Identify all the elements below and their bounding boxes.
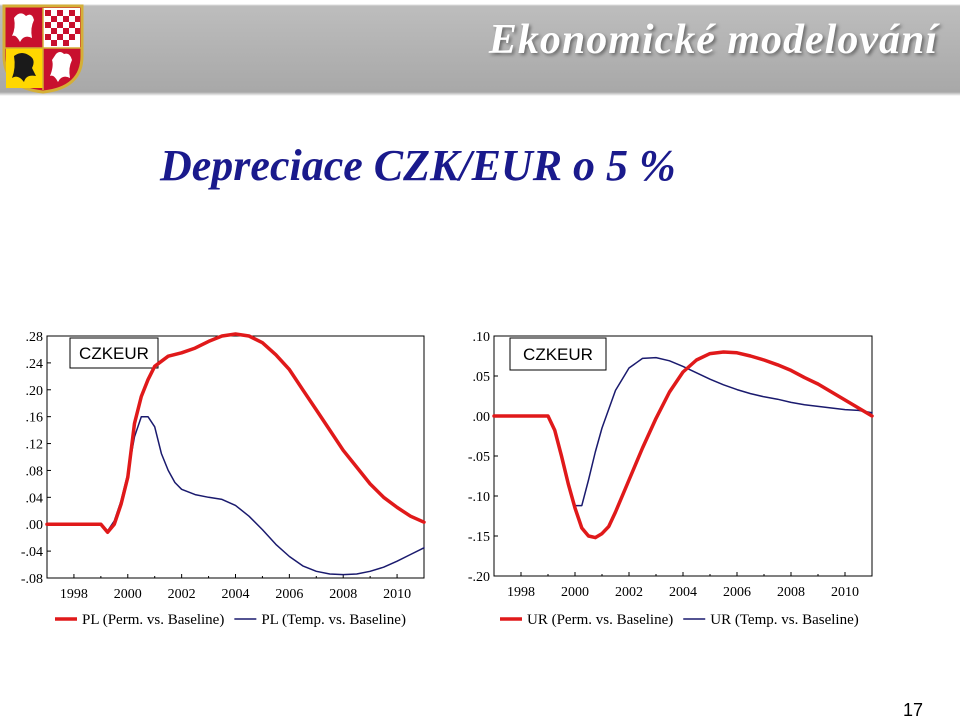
series-line-perm [45, 332, 426, 535]
legend-label: PL (Temp. vs. Baseline) [261, 612, 406, 628]
x-tick-label: 2002 [615, 585, 643, 600]
series-line-temp [46, 415, 425, 576]
chart-title: CZKEUR [79, 344, 149, 363]
x-tick-label: 2006 [275, 587, 303, 602]
series-line-perm [492, 350, 874, 540]
chart-ur: .10 .05 .00 -.05 -.10 -.15 -.20 1998 2000 2002 200… [452, 326, 932, 636]
y-tick-label: .00 [473, 410, 491, 425]
header-bar: Ekonomické modelování [0, 0, 960, 96]
x-tick-label: 2010 [831, 585, 859, 600]
y-tick-label: .16 [26, 411, 44, 426]
y-tick-label: -.04 [21, 545, 43, 560]
czech-coat-of-arms-icon [2, 4, 84, 94]
x-tick-label: 2002 [168, 587, 196, 602]
y-tick-label: -.15 [468, 530, 490, 545]
plot-frame [46, 335, 425, 579]
y-tick-label: -.05 [468, 450, 490, 465]
x-tick-label: 2008 [329, 587, 357, 602]
y-tick-label: .08 [26, 464, 44, 479]
x-tick-label: 2004 [669, 585, 697, 600]
x-tick-label: 1998 [60, 587, 88, 602]
chart-title-box [509, 337, 607, 371]
y-tick-label: .00 [26, 518, 44, 533]
chart-svg: .28 .24 .20 .16 .12 .08 .04 .00 -.04 -.08 1998 2000… [21, 330, 426, 628]
page-number: 17 [902, 700, 923, 720]
series-line-temp [493, 356, 873, 507]
x-tick-label: 2004 [222, 587, 250, 602]
chart-pl: .28 .24 .20 .16 .12 .08 .04 .00 -.04 -.08 1998 2000… [0, 326, 480, 636]
x-tick-label: 2008 [777, 585, 805, 600]
y-tick-label: .24 [26, 357, 44, 372]
y-tick-label: -.10 [468, 490, 490, 505]
legend-label: UR (Perm. vs. Baseline) [527, 612, 673, 628]
y-tick-label: .10 [473, 330, 491, 345]
y-tick-label: .04 [26, 491, 44, 506]
x-tick-label: 2000 [561, 585, 589, 600]
legend-label: PL (Perm. vs. Baseline) [82, 612, 224, 628]
y-tick-label: -.20 [468, 570, 490, 585]
x-tick-label: 2000 [114, 587, 142, 602]
y-tick-label: .28 [26, 330, 44, 345]
chart-title: CZKEUR [523, 345, 593, 364]
legend-label: UR (Temp. vs. Baseline) [710, 612, 859, 628]
header-title: Ekonomické modelování [488, 17, 938, 63]
x-tick-label: 2010 [383, 587, 411, 602]
x-tick-label: 2006 [723, 585, 751, 600]
y-tick-label: -.08 [21, 572, 43, 587]
slide-title: Depreciace CZK/EUR o 5 % [160, 141, 676, 190]
y-tick-label: .12 [26, 438, 44, 453]
chart-svg: .10 .05 .00 -.05 -.10 -.15 -.20 1998 2000 2002 200… [468, 330, 874, 628]
y-tick-label: .05 [473, 370, 491, 385]
x-tick-label: 1998 [507, 585, 535, 600]
chart-title-box [69, 337, 159, 369]
y-tick-label: .20 [26, 384, 44, 399]
